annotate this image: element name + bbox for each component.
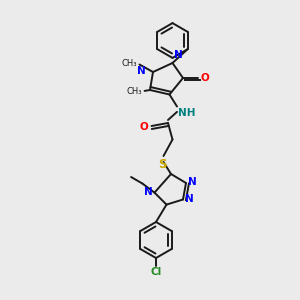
Text: N: N [188, 177, 197, 187]
Text: N: N [137, 65, 146, 76]
Text: O: O [200, 73, 209, 83]
Text: NH: NH [178, 108, 195, 118]
Text: N: N [144, 187, 153, 197]
Text: S: S [158, 158, 166, 171]
Text: O: O [140, 122, 148, 132]
Text: CH₃: CH₃ [122, 59, 137, 68]
Text: CH₃: CH₃ [126, 87, 142, 96]
Text: N: N [185, 194, 194, 205]
Text: N: N [174, 50, 183, 60]
Text: Cl: Cl [150, 267, 162, 277]
